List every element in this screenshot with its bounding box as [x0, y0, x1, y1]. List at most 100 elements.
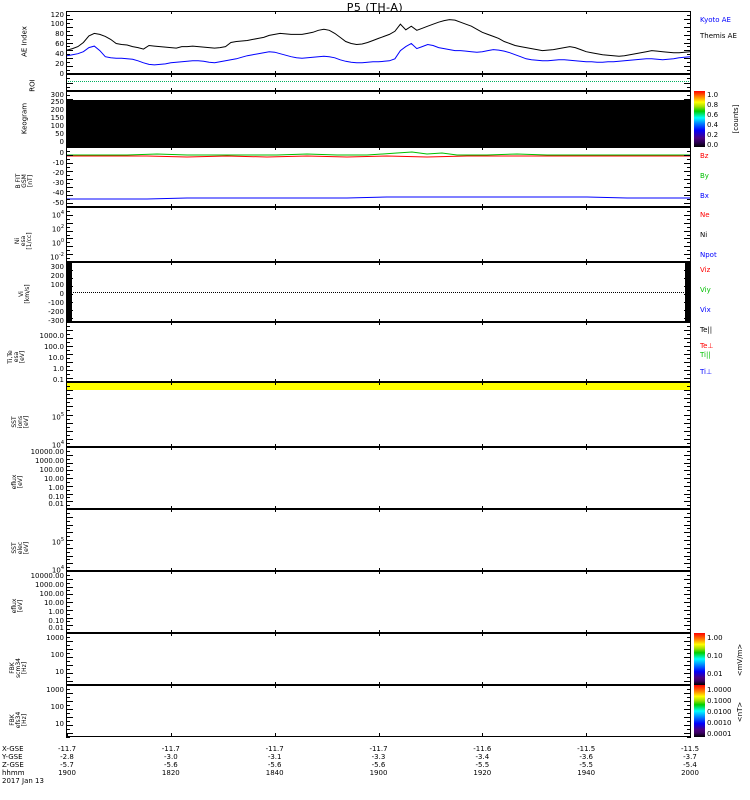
y-tick-mark [66, 721, 70, 722]
x-grid-tick-top [170, 262, 172, 265]
ytick: -100 [48, 299, 64, 307]
ytick: 100 [50, 281, 64, 289]
y-tick-mark-right [687, 159, 691, 160]
x-grid-tick-top [378, 685, 380, 688]
ytick: 1000 [46, 634, 64, 642]
y-tick-mark [66, 590, 70, 592]
x-grid-tick [378, 568, 380, 571]
y-tick-mark [66, 677, 70, 678]
x-grid-tick [170, 379, 172, 382]
y-tick-mark [66, 685, 73, 686]
y-tick-mark [66, 481, 70, 483]
y-tick-mark [66, 426, 70, 428]
x-grid-tick-top [586, 509, 588, 512]
y-tick-mark-right [684, 246, 691, 248]
ytick: 10000.00 [30, 448, 64, 456]
x-grid-tick [170, 144, 172, 147]
y-tick-mark-right [684, 207, 691, 208]
y-tick-mark [66, 382, 73, 383]
x-grid-tick [586, 379, 588, 382]
y-tick-mark [66, 633, 73, 634]
keogram-plot-area [67, 92, 690, 146]
ytick: 100 [51, 238, 64, 248]
y-tick-mark-right [684, 91, 691, 92]
y-tick-mark [66, 334, 70, 335]
ytick: 10-2 [50, 252, 64, 262]
x-grid-tick [170, 568, 172, 571]
y-tick-mark-right [687, 434, 691, 436]
y-tick-mark [66, 466, 70, 468]
panel-sst-ions-eflux [66, 447, 691, 509]
y-tick-mark-right [687, 590, 691, 592]
x-grid-tick [170, 259, 172, 262]
fbk-b-yticks: 1000 100 10 [0, 683, 64, 739]
sst-ions-eflux-yticks: 10000.00 1000.00 100.00 10.00 1.00 0.10 … [0, 445, 64, 511]
legend-npot: Npot [700, 251, 717, 259]
x-grid-tick-top [274, 91, 276, 94]
y-tick-mark-right [687, 705, 691, 706]
ytick: 105 [51, 412, 64, 422]
y-tick-mark [66, 422, 73, 424]
colorbar-tick: 0.8 [707, 101, 719, 109]
y-tick-mark-right [687, 536, 691, 538]
colorbar-tick: 0.0100 [707, 708, 732, 716]
x-grid-tick-top [274, 509, 276, 512]
ti-te-ylabel-text: Ti,Te esa [eV] [7, 350, 26, 364]
y-tick-mark [66, 438, 73, 440]
x-grid-tick [274, 682, 276, 685]
x-tick-mark [67, 733, 68, 737]
ytick: 104 [51, 210, 64, 220]
y-tick-mark-right [687, 274, 691, 275]
y-tick-mark-right [684, 338, 691, 339]
y-tick-mark-right [684, 203, 691, 204]
y-tick-mark-right [684, 378, 691, 379]
y-tick-mark-right [684, 555, 691, 557]
fbk-b-colorbar [694, 685, 705, 737]
x-grid-tick [274, 734, 276, 737]
x-grid-tick-top [274, 571, 276, 574]
x-axis-tick-y_gse: -3.3 [371, 753, 386, 761]
y-tick-mark-right [687, 661, 691, 662]
x-grid-tick-top [170, 147, 172, 150]
y-tick-mark [66, 430, 73, 432]
y-tick-mark [66, 470, 73, 472]
panel-sst-elec-eflux [66, 571, 691, 633]
ytick: 10.00 [43, 475, 64, 483]
y-tick-mark-right [684, 322, 691, 323]
panel-ae-index [66, 11, 691, 74]
y-tick-mark [66, 458, 70, 460]
x-axis-tick-x_gse: -11.7 [161, 745, 180, 753]
y-tick-mark-right [687, 598, 691, 600]
x-axis-tick-z_gse: -5.4 [683, 761, 697, 769]
y-tick-mark [66, 119, 70, 120]
y-tick-mark [66, 605, 70, 607]
sst-ions-eflux-plot-area [67, 448, 690, 508]
y-tick-mark [66, 447, 73, 448]
y-tick-mark-right [687, 54, 691, 56]
b-fit-ylabel-text: B FIT GSM [nT] [15, 173, 34, 189]
legend-te-par: Te|| [700, 326, 713, 334]
x-grid-tick-top [586, 11, 588, 14]
y-tick-mark [66, 713, 70, 714]
y-tick-mark-right [684, 390, 691, 392]
y-tick-mark [66, 50, 73, 52]
x-grid-tick-top [170, 91, 172, 94]
legend-ne: Ne [700, 211, 710, 219]
ytick: 0 [59, 290, 64, 298]
y-tick-mark [66, 278, 73, 279]
y-tick-mark [66, 551, 70, 553]
y-tick-mark-right [687, 135, 691, 136]
x-axis-tick-x_gse: -11.7 [57, 745, 77, 753]
y-tick-mark-right [684, 524, 691, 526]
y-tick-mark-right [684, 286, 691, 287]
y-tick-mark-right [687, 629, 691, 631]
y-tick-mark [66, 74, 73, 75]
y-tick-mark [66, 86, 70, 88]
y-tick-mark [66, 42, 73, 44]
legend-ni: Ni [700, 231, 708, 239]
panel-b-fit [66, 147, 691, 207]
sst-ions-yticks: 105 104 [0, 380, 64, 449]
y-tick-mark-right [687, 512, 691, 514]
x-axis-tick-x_gse: -11.6 [473, 745, 492, 753]
y-tick-mark-right [687, 62, 691, 64]
